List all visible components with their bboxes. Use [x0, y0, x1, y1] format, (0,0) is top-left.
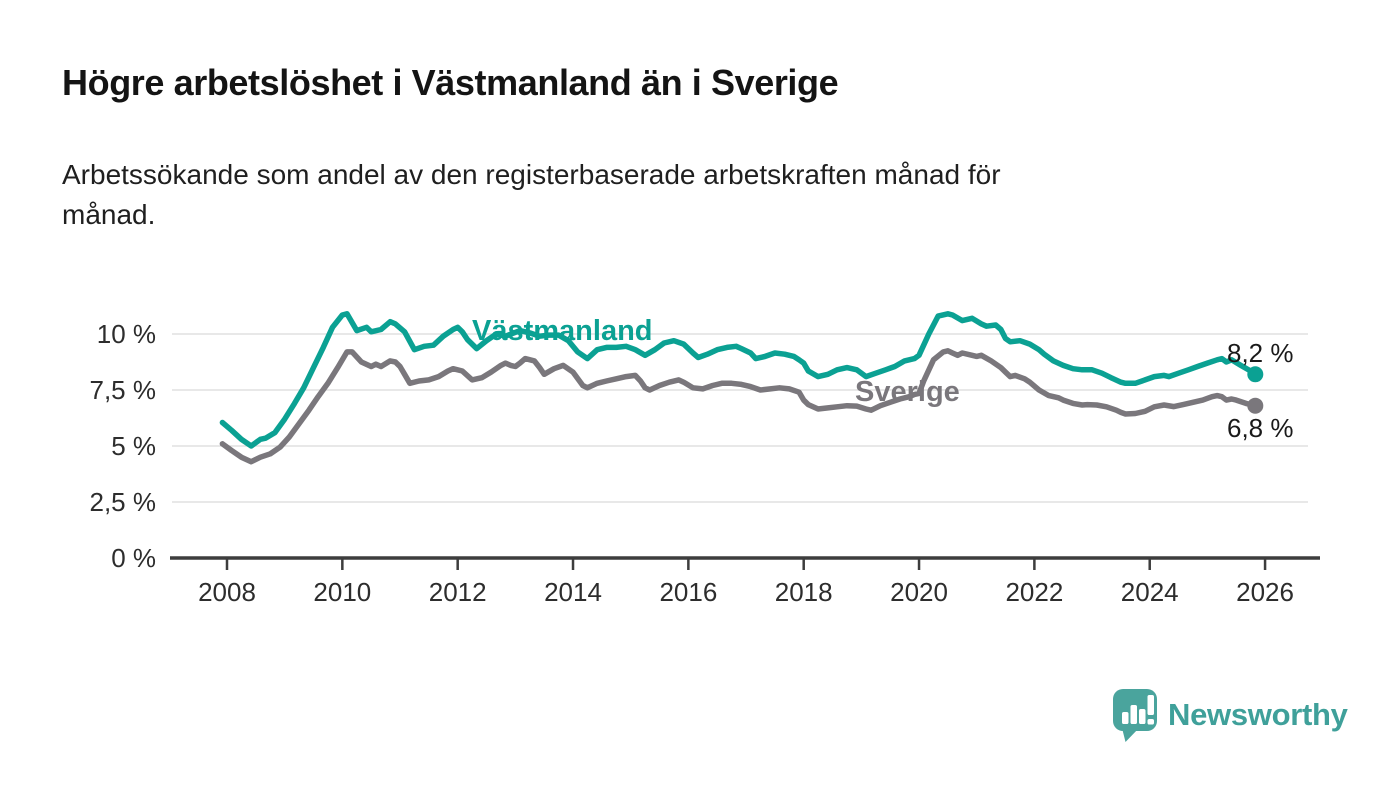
end-value-label-vastmanland: 8,2 % [1227, 338, 1294, 368]
x-tick-label: 2024 [1121, 577, 1179, 607]
x-tick-label: 2014 [544, 577, 602, 607]
subtitle-line-2: månad. [62, 199, 156, 230]
series-label-sverige: Sverige [855, 376, 960, 408]
x-tick-label: 2026 [1236, 577, 1294, 607]
newsworthy-logo: Newsworthy [1112, 686, 1348, 744]
x-tick-label: 2020 [890, 577, 948, 607]
x-axis [170, 556, 1320, 570]
x-tick-label: 2012 [429, 577, 487, 607]
x-tick-label: 2016 [659, 577, 717, 607]
x-tick-label: 2008 [198, 577, 256, 607]
x-tick-label: 2018 [775, 577, 833, 607]
y-tick-label: 0 % [111, 543, 156, 573]
x-tick-label: 2022 [1005, 577, 1063, 607]
gridlines [172, 333, 1308, 503]
subtitle-line-1: Arbetssökande som andel av den registerb… [62, 159, 1001, 190]
series-line-västmanland [219, 311, 1259, 449]
axis-tick-labels: 0 % 2,5 % 5 % 7,5 % 10 % 2008 2010 2012 2014 2016… [90, 319, 1294, 607]
y-tick-label: 2,5 % [90, 487, 157, 517]
page-title: Högre arbetslöshet i Västmanland än i Sv… [62, 62, 839, 103]
x-tick-label: 2010 [313, 577, 371, 607]
logo-bubble-tail [1122, 728, 1139, 742]
y-tick-label: 7,5 % [90, 375, 157, 405]
series-end-dot-västmanland [1247, 366, 1264, 383]
series-label-vastmanland: Västmanland [472, 315, 653, 347]
series-line-sverige [219, 348, 1259, 465]
series-end-dot-sverige [1247, 397, 1264, 414]
newsworthy-logo-text: Newsworthy [1168, 697, 1348, 732]
y-tick-label: 10 % [97, 319, 156, 349]
y-tick-label: 5 % [111, 431, 156, 461]
series-lines [219, 311, 1264, 465]
end-value-label-sverige: 6,8 % [1227, 413, 1294, 443]
chart-subtitle: Arbetssökande som andel av den registerb… [62, 155, 1001, 235]
newsworthy-logo-icon [1113, 689, 1157, 742]
